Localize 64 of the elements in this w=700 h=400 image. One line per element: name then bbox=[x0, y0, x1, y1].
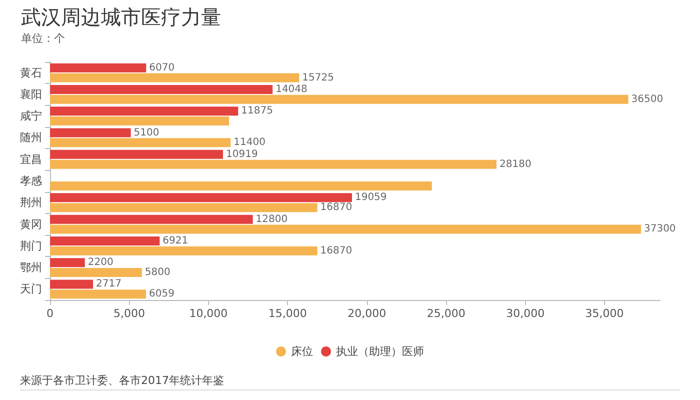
x-tick-label: 30,000 bbox=[506, 307, 545, 320]
bar bbox=[50, 73, 300, 82]
data-label: 2200 bbox=[88, 257, 114, 268]
bar bbox=[50, 236, 160, 246]
data-label: 12800 bbox=[256, 214, 288, 225]
x-tick-label: 35,000 bbox=[585, 307, 624, 320]
x-tick-label: 15,000 bbox=[268, 307, 307, 320]
bar bbox=[50, 63, 146, 72]
bar bbox=[50, 85, 273, 94]
data-label: 5800 bbox=[144, 266, 170, 278]
data-label: 37300 bbox=[644, 224, 676, 235]
text: 来源于各市卫计委、各市2017年统计年鉴 bbox=[20, 374, 224, 387]
bar bbox=[50, 150, 223, 159]
bar bbox=[50, 160, 496, 169]
bar bbox=[50, 106, 238, 116]
x-tick-label: 10,000 bbox=[189, 307, 228, 320]
bar bbox=[50, 193, 352, 202]
bar bbox=[50, 181, 432, 190]
x-tick-label: 25,000 bbox=[426, 307, 466, 320]
y-tick-label: 鄂州 bbox=[20, 261, 42, 274]
bar bbox=[50, 116, 230, 126]
data-label: 6921 bbox=[162, 235, 188, 246]
y-tick-label: 天门 bbox=[20, 282, 42, 296]
bar bbox=[50, 290, 146, 299]
bar bbox=[50, 246, 318, 256]
y-tick-label: 随州 bbox=[20, 131, 42, 144]
data-label: 16870 bbox=[320, 245, 352, 256]
chart-title: 武汉周边城市医疗力量 bbox=[21, 5, 221, 29]
data-label: 6059 bbox=[149, 288, 174, 300]
y-tick-label: 襄阳 bbox=[20, 88, 42, 101]
y-tick-label: 荆州 bbox=[20, 196, 42, 210]
legend-label: 床位 bbox=[291, 345, 313, 358]
data-label: 6070 bbox=[149, 62, 175, 74]
data-label: 11875 bbox=[241, 106, 273, 117]
data-label: 15725 bbox=[302, 72, 334, 84]
bar bbox=[50, 280, 94, 289]
bar bbox=[50, 258, 85, 268]
bar bbox=[50, 94, 628, 104]
x-tick-label: 5,000 bbox=[113, 307, 145, 320]
data-label: 36500 bbox=[631, 94, 664, 105]
data-label: 16870 bbox=[320, 202, 352, 214]
bar bbox=[50, 224, 641, 234]
data-label: 5100 bbox=[134, 127, 160, 138]
y-tick-label: 咸宁 bbox=[20, 110, 42, 123]
bar bbox=[50, 138, 231, 148]
legend-label: 执业（助理）医师 bbox=[336, 345, 424, 358]
y-tick-label: 宜昌 bbox=[20, 152, 42, 166]
bar bbox=[50, 268, 142, 277]
bar bbox=[50, 203, 318, 212]
y-tick-label: 黄冈 bbox=[20, 218, 42, 231]
bar bbox=[50, 214, 253, 224]
data-label: 14048 bbox=[276, 84, 308, 96]
y-tick-label: 黄石 bbox=[20, 66, 42, 80]
bar bbox=[50, 128, 131, 138]
data-label: 10919 bbox=[226, 148, 258, 160]
x-tick-label: 0 bbox=[46, 307, 54, 320]
y-tick-label: 荆门 bbox=[20, 239, 42, 252]
data-label: 2717 bbox=[96, 278, 122, 290]
x-tick-label: 20,000 bbox=[348, 307, 386, 320]
chart-subtitle: 单位：个 bbox=[21, 32, 65, 45]
data-label: 11400 bbox=[234, 137, 266, 148]
data-label: 28180 bbox=[499, 158, 532, 170]
data-label: 19059 bbox=[354, 192, 387, 204]
y-tick-label: 孝感 bbox=[20, 174, 42, 188]
